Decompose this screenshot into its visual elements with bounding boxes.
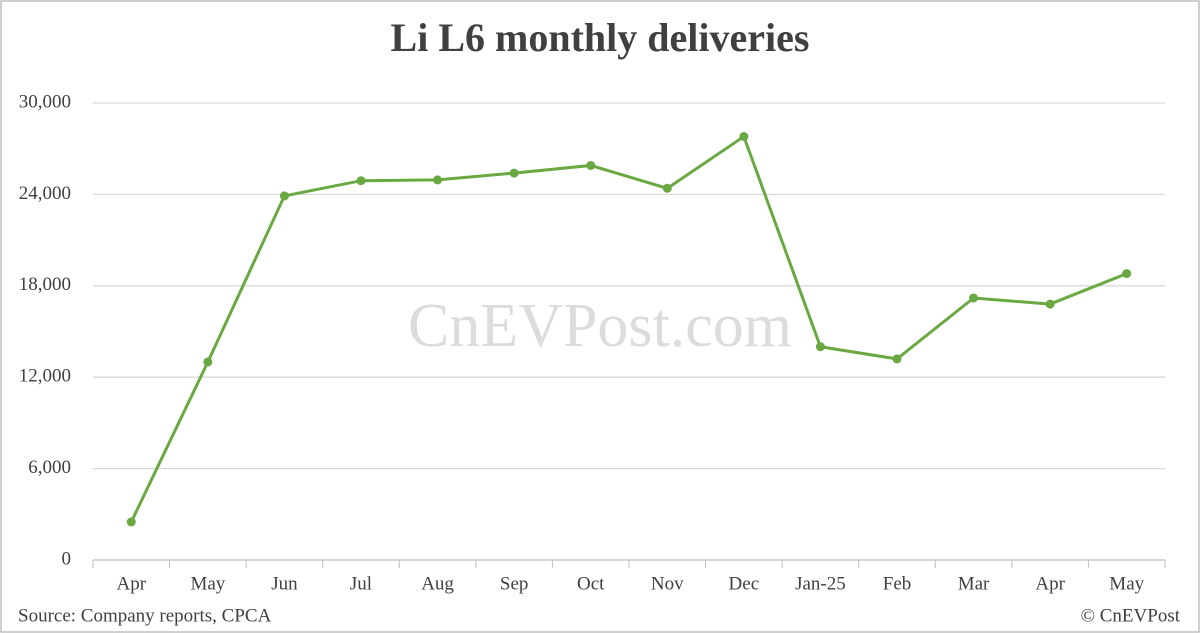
x-tick-label: Jul (350, 573, 372, 594)
data-point (815, 342, 825, 352)
y-tick-label: 24,000 (19, 183, 71, 204)
x-tick-label: Oct (577, 573, 605, 594)
x-tick-label: Apr (117, 573, 147, 594)
y-tick-label: 18,000 (19, 274, 71, 295)
credit: © CnEVPost (1081, 605, 1181, 626)
source-note: Source: Company reports, CPCA (18, 605, 272, 626)
data-line (129, 134, 1128, 523)
x-tick-label: Feb (883, 573, 912, 594)
data-point (203, 357, 213, 367)
x-tick-label: Jan-25 (795, 573, 846, 594)
y-tick-label: 0 (62, 548, 72, 569)
x-tick-label: Jun (271, 573, 298, 594)
watermark: CnEVPost.com (408, 292, 792, 360)
x-tick-label: Aug (421, 573, 454, 594)
y-tick-label: 6,000 (28, 457, 71, 478)
data-point (1122, 269, 1132, 279)
x-tick-label: Apr (1035, 573, 1065, 594)
data-point (969, 293, 979, 303)
y-tick-label: 12,000 (19, 366, 71, 387)
data-point (279, 191, 289, 201)
x-tick-label: May (190, 573, 225, 594)
data-point (509, 168, 519, 178)
data-point (739, 132, 749, 142)
y-tick-label: 30,000 (19, 91, 71, 112)
data-point (433, 175, 443, 185)
data-point (586, 160, 596, 170)
data-point (126, 517, 136, 527)
data-point (892, 354, 902, 364)
data-point (662, 183, 672, 193)
data-point (356, 176, 366, 186)
x-tick-label: May (1109, 573, 1144, 594)
x-tick-label: Sep (500, 573, 529, 594)
x-tick-label: Nov (651, 573, 684, 594)
x-tick-label: Dec (729, 573, 760, 594)
chart-title: Li L6 monthly deliveries (391, 15, 810, 60)
data-point (1045, 299, 1055, 309)
x-tick-label: Mar (958, 573, 990, 594)
